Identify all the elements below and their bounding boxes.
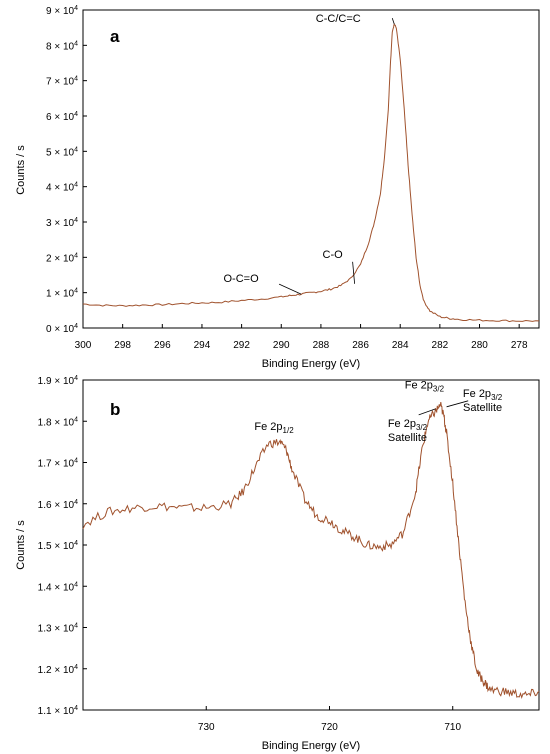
x-tick-label: 294 — [194, 340, 211, 351]
annotation-leader — [278, 283, 302, 295]
annotation-leader — [352, 261, 356, 284]
y-tick-label: 1 × 104 — [46, 288, 78, 300]
panel-a-x-axis-label: Binding Energy (eV) — [262, 358, 360, 370]
peak-annotation: Fe 2p3/2 — [388, 418, 428, 432]
panel-b-spectrum-line — [82, 402, 540, 699]
peak-annotation: Fe 2p1/2 — [254, 421, 294, 435]
y-tick-label: 3 × 104 — [46, 217, 78, 229]
panel-a-spectrum-line — [82, 22, 540, 323]
x-tick-label: 730 — [198, 722, 215, 733]
annotation-leader — [446, 400, 469, 408]
x-tick-label: 288 — [313, 340, 330, 351]
x-tick-label: 278 — [511, 340, 528, 351]
y-tick-label: 9 × 104 — [46, 5, 78, 17]
x-tick-label: 282 — [432, 340, 449, 351]
x-tick-label: 298 — [114, 340, 131, 351]
panel-a-letter: a — [110, 27, 120, 46]
annotation-leader — [418, 408, 436, 416]
y-tick-label: 1.7 × 104 — [38, 458, 78, 470]
y-tick-label: 1.4 × 104 — [38, 581, 78, 593]
x-tick-label: 720 — [321, 722, 338, 733]
x-tick-label: 710 — [444, 722, 461, 733]
x-tick-label: 292 — [233, 340, 250, 351]
y-tick-label: 1.2 × 104 — [38, 664, 78, 676]
peak-annotation: C-O — [323, 249, 344, 261]
y-tick-label: 6 × 104 — [46, 111, 78, 123]
peak-annotation: Fe 2p3/2 — [463, 388, 503, 402]
panel-b-y-ticks: 1.1 × 104 1.2 × 104 1.3 × 104 1.4 × 104 1.5 … — [38, 375, 87, 717]
x-tick-label: 300 — [75, 340, 92, 351]
peak-annotation: O-C=O — [224, 273, 260, 285]
panel-a-y-axis-label: Counts / s — [15, 145, 27, 195]
x-tick-label: 286 — [352, 340, 369, 351]
panel-b-letter: b — [110, 400, 120, 419]
y-tick-label: 2 × 104 — [46, 252, 78, 264]
panel-a-y-ticks: 0 × 104 1 × 104 2 × 104 3 × 104 4 × 104 5 × 1… — [46, 5, 87, 335]
panel-b-x-axis-label: Binding Energy (eV) — [262, 740, 360, 752]
panel-a-annotations: C-C/C=C C-O O-C=O — [224, 13, 395, 295]
y-tick-label: 7 × 104 — [46, 76, 78, 88]
x-tick-label: 296 — [154, 340, 171, 351]
panel-b-x-ticks: 730 720 710 — [198, 706, 462, 733]
y-tick-label: 1.5 × 104 — [38, 540, 78, 552]
panel-a-plot-frame — [82, 9, 540, 329]
y-tick-label: 1.1 × 104 — [38, 705, 78, 717]
peak-annotation: Fe 2p3/2 — [405, 380, 445, 394]
x-tick-label: 284 — [392, 340, 409, 351]
panel-b-y-axis-label: Counts / s — [15, 520, 27, 570]
x-tick-label: 280 — [471, 340, 488, 351]
y-tick-label: 8 × 104 — [46, 40, 78, 52]
panel-b-plot-frame — [82, 379, 540, 711]
y-tick-label: 1.8 × 104 — [38, 416, 78, 428]
y-tick-label: 4 × 104 — [46, 182, 78, 194]
annotation-leader — [391, 18, 395, 25]
y-tick-label: 1.3 × 104 — [38, 623, 78, 635]
panel-a: a 0 × 104 1 × 104 2 × 104 3 × 104 4 × 104 5 ×… — [15, 5, 540, 370]
panel-a-x-ticks: 300 298 296 294 292 290 288 286 284 282 280 278 — [75, 324, 528, 351]
y-tick-label: 5 × 104 — [46, 146, 78, 158]
x-tick-label: 290 — [273, 340, 290, 351]
y-tick-label: 0 × 104 — [46, 323, 78, 335]
peak-annotation-line2: Satellite — [463, 402, 502, 414]
peak-annotation: C-C/C=C — [316, 13, 361, 25]
y-tick-label: 1.6 × 104 — [38, 499, 78, 511]
y-tick-label: 1.9 × 104 — [38, 375, 78, 387]
peak-annotation-line2: Satellite — [388, 432, 427, 444]
